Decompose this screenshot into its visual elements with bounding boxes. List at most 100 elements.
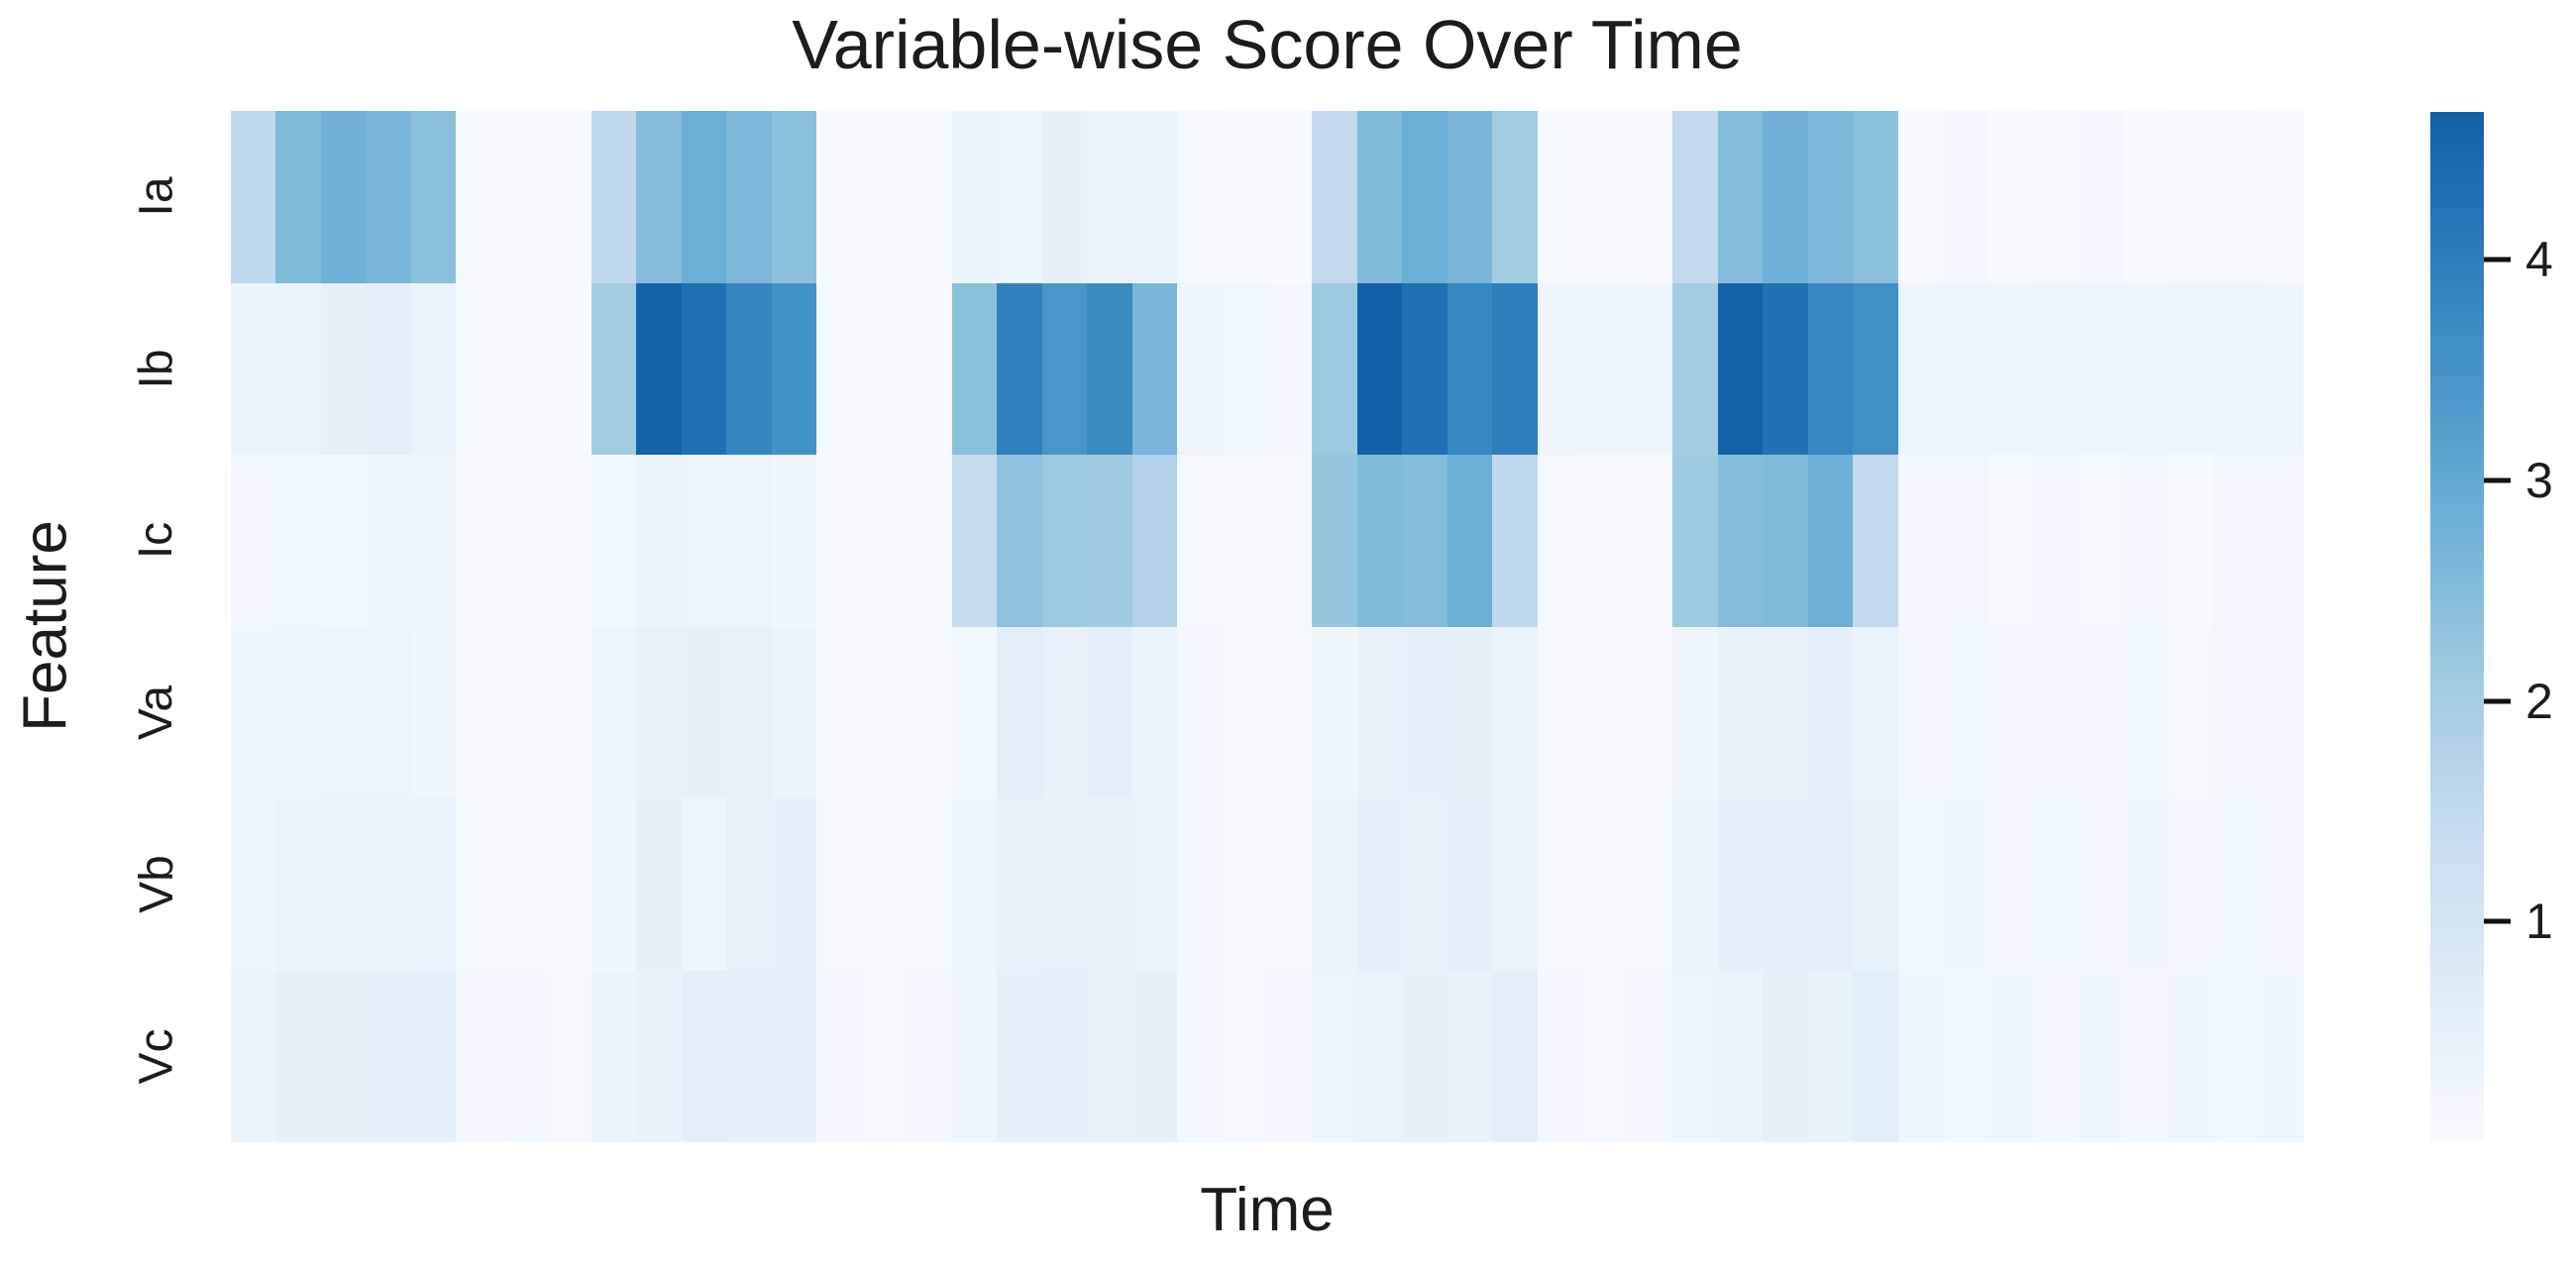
heatmap-cell (546, 455, 591, 627)
heatmap-cell (2078, 282, 2124, 455)
heatmap-cell (726, 111, 772, 283)
heatmap-cell (636, 282, 682, 455)
heatmap-cell (1897, 111, 1944, 283)
heatmap-cell (1672, 798, 1718, 971)
heatmap-cell (1177, 798, 1223, 971)
heatmap-cell (636, 111, 682, 283)
heatmap-cell (951, 111, 998, 283)
heatmap-cell (1492, 626, 1538, 798)
y-tick-label: Vc (130, 1028, 183, 1085)
heatmap-cell (1763, 282, 1808, 455)
heatmap-cell (1853, 970, 1898, 1142)
heatmap-cell (1041, 798, 1088, 971)
heatmap-cell (1087, 282, 1132, 455)
heatmap-cell (1356, 111, 1403, 283)
heatmap-cell (1266, 626, 1313, 798)
heatmap-cell (1717, 455, 1764, 627)
heatmap-cell (2123, 455, 2169, 627)
heatmap-cell (1717, 111, 1764, 283)
heatmap-cell (1537, 111, 1583, 283)
heatmap-cell (2258, 798, 2304, 971)
heatmap-cell (2123, 282, 2169, 455)
colorbar: 1 2 3 4 (2430, 112, 2576, 1142)
heatmap-cell (816, 970, 862, 1142)
heatmap-cell (816, 626, 862, 798)
heatmap-cell (1492, 455, 1538, 627)
heatmap-cell (1537, 970, 1583, 1142)
heatmap-cell (1627, 970, 1673, 1142)
heatmap-cell (1763, 798, 1808, 971)
heatmap-cell (1402, 455, 1448, 627)
heatmap-cell (1943, 970, 1988, 1142)
heatmap-cell (726, 455, 772, 627)
heatmap-cell (590, 282, 637, 455)
heatmap-cell (1537, 282, 1583, 455)
heatmap-cell (1897, 282, 1944, 455)
heatmap-cell (1943, 626, 1988, 798)
y-tick-label: Va (130, 685, 183, 740)
y-tick-Ib: Ib (121, 283, 192, 456)
heatmap-cell (500, 626, 547, 798)
heatmap-cell (997, 798, 1042, 971)
heatmap-cell (1987, 798, 2034, 971)
heatmap-cell (546, 626, 591, 798)
heatmap-cell (2033, 111, 2079, 283)
heatmap-cell (590, 970, 637, 1142)
heatmap-cell (907, 455, 952, 627)
heatmap-cell (951, 626, 998, 798)
heatmap-cell (500, 798, 547, 971)
heatmap-cell (1266, 455, 1313, 627)
heatmap-cell (1853, 455, 1898, 627)
heatmap-cell (997, 111, 1042, 283)
heatmap-cell (1853, 798, 1898, 971)
heatmap-cell (320, 282, 367, 455)
heatmap-cell (1356, 282, 1403, 455)
heatmap-cell (2078, 455, 2124, 627)
heatmap-cell (320, 970, 367, 1142)
heatmap-cell (997, 970, 1042, 1142)
y-tick-label: Ic (130, 522, 183, 560)
heatmap-cell (1087, 111, 1132, 283)
heatmap-cell (1222, 282, 1267, 455)
heatmap-cell (1807, 626, 1854, 798)
heatmap-cell (1987, 111, 2034, 283)
heatmap-cell (1582, 282, 1628, 455)
heatmap-cell (1807, 282, 1854, 455)
heatmap-cell (1177, 455, 1223, 627)
heatmap-cell (546, 282, 591, 455)
heatmap-cell (2258, 111, 2304, 283)
heatmap-cell (1177, 282, 1223, 455)
heatmap-cell (500, 111, 547, 283)
heatmap-cell (1222, 626, 1267, 798)
heatmap-cell (1312, 282, 1357, 455)
colorbar-tick-label: 4 (2525, 232, 2553, 288)
heatmap-cell (2033, 282, 2079, 455)
heatmap-cell (456, 111, 501, 283)
heatmap-cell (1087, 626, 1132, 798)
heatmap-cell (410, 282, 457, 455)
heatmap-cell (1402, 626, 1448, 798)
heatmap-cell (366, 111, 411, 283)
heatmap-cell (1717, 970, 1764, 1142)
colorbar-tick-label: 2 (2525, 673, 2553, 729)
heatmap-cell (997, 455, 1042, 627)
heatmap-cell (275, 798, 321, 971)
heatmap-cell (816, 111, 862, 283)
heatmap-cell (1943, 111, 1988, 283)
heatmap-cell (1222, 970, 1267, 1142)
colorbar-tick-mark (2484, 698, 2511, 704)
heatmap-cell (1266, 282, 1313, 455)
heatmap-cell (771, 111, 817, 283)
heatmap-cell (1222, 111, 1267, 283)
heatmap-cell (366, 455, 411, 627)
heatmap-cell (1087, 970, 1132, 1142)
heatmap-cell (1582, 626, 1628, 798)
heatmap-cell (1356, 626, 1403, 798)
heatmap-cell (1897, 798, 1944, 971)
heatmap-cell (771, 626, 817, 798)
heatmap-cell (1987, 455, 2034, 627)
heatmap-cell (681, 455, 727, 627)
colorbar-tick-mark (2484, 477, 2511, 483)
heatmap-cell (2033, 970, 2079, 1142)
heatmap-cell (2033, 798, 2079, 971)
